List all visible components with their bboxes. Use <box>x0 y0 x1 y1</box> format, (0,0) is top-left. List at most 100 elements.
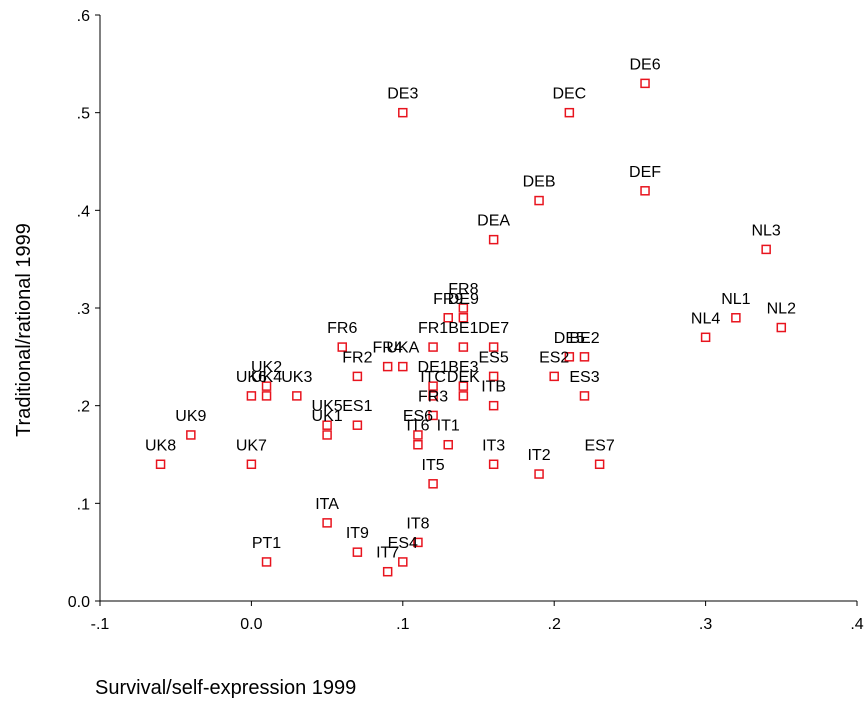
point-label: UK8 <box>145 437 176 454</box>
point <box>322 430 332 440</box>
point <box>292 391 302 401</box>
point <box>640 78 650 89</box>
point-label: ES7 <box>584 437 614 454</box>
point <box>458 391 469 401</box>
x-tick-label: .4 <box>850 616 863 633</box>
point-label: DE7 <box>478 320 509 337</box>
point-label: UK3 <box>281 369 312 386</box>
point <box>458 381 469 391</box>
point-label: ES3 <box>569 369 599 386</box>
point-label: DEB <box>523 174 556 191</box>
point-label: UKA <box>386 340 419 357</box>
point-label: FR2 <box>342 349 372 366</box>
point <box>428 342 438 352</box>
point-label: BE3 <box>448 359 478 376</box>
x-axis-title: Survival/self-expression 1999 <box>95 677 356 699</box>
point-label: ES5 <box>479 349 509 366</box>
point-label: ES4 <box>388 535 418 552</box>
point <box>579 391 590 401</box>
point <box>428 391 438 401</box>
point <box>700 332 711 343</box>
point <box>352 547 363 557</box>
x-tick-label: 0.0 <box>240 616 262 633</box>
point <box>534 469 544 479</box>
point-label: FR3 <box>418 388 448 405</box>
point-label: FR9 <box>433 291 463 308</box>
point <box>458 313 469 323</box>
x-tick-label: .3 <box>699 616 712 633</box>
point <box>398 361 408 372</box>
point <box>488 459 499 470</box>
point-label: BE2 <box>569 330 599 347</box>
point <box>261 381 272 391</box>
point <box>731 313 741 323</box>
point-label: IT3 <box>482 437 505 454</box>
point-label: IT2 <box>527 447 550 464</box>
point-label: DE3 <box>387 86 418 103</box>
point-label: FR8 <box>448 281 478 298</box>
point <box>428 381 438 391</box>
point <box>488 371 499 382</box>
y-axis-title: Traditional/rational 1999 <box>13 223 35 437</box>
point <box>776 322 787 333</box>
point-label: DE1 <box>418 359 449 376</box>
point-label: ES2 <box>539 349 569 366</box>
point <box>398 107 408 118</box>
point-label: PT1 <box>252 535 281 552</box>
point-label: ES6 <box>403 408 433 425</box>
point-label: UK1 <box>312 408 343 425</box>
point <box>564 352 575 362</box>
point-label: NL4 <box>691 310 720 327</box>
point-label: IT9 <box>346 525 369 542</box>
point <box>398 557 408 567</box>
point-label: UK6 <box>236 369 267 386</box>
point-label: DEA <box>477 213 510 230</box>
point <box>186 430 196 440</box>
point-label: NL1 <box>721 291 750 308</box>
point <box>534 195 544 206</box>
point <box>413 537 423 548</box>
point <box>322 420 332 430</box>
point <box>428 479 438 489</box>
point <box>549 371 559 382</box>
point <box>261 391 272 401</box>
point-label: ES1 <box>342 398 372 415</box>
point <box>413 439 423 450</box>
y-tick-label: .3 <box>77 301 90 318</box>
point <box>155 459 166 470</box>
point-label: FR1 <box>418 320 448 337</box>
point-label: IT6 <box>406 418 429 435</box>
y-tick-label: .2 <box>77 399 90 416</box>
point-label: ITB <box>481 379 506 396</box>
point-label: ITC <box>420 369 446 386</box>
point-label: IT5 <box>422 457 445 474</box>
point-label: IT1 <box>437 418 460 435</box>
point <box>458 342 469 352</box>
point <box>443 439 453 450</box>
y-tick-label: .5 <box>77 106 90 123</box>
point-label: UK4 <box>251 369 282 386</box>
point-label: UK9 <box>175 408 206 425</box>
point <box>564 107 575 118</box>
point-label: IT8 <box>406 515 429 532</box>
point-label: FR4 <box>373 340 403 357</box>
point <box>382 566 393 577</box>
y-tick-label: 0.0 <box>68 594 90 611</box>
point-label: DE9 <box>448 291 479 308</box>
point <box>594 459 605 470</box>
point <box>413 430 423 440</box>
point <box>640 186 650 196</box>
point <box>246 459 257 470</box>
point <box>579 352 590 362</box>
point-label: UK5 <box>312 398 343 415</box>
point <box>428 410 438 421</box>
point-label: BE1 <box>448 320 478 337</box>
point-label: DEF <box>629 164 661 181</box>
point-label: DE6 <box>629 56 660 73</box>
point-label: DE5 <box>554 330 585 347</box>
point-label: NL3 <box>751 222 780 239</box>
point-label: DEK <box>447 369 480 386</box>
y-tick-label: .4 <box>77 203 90 220</box>
